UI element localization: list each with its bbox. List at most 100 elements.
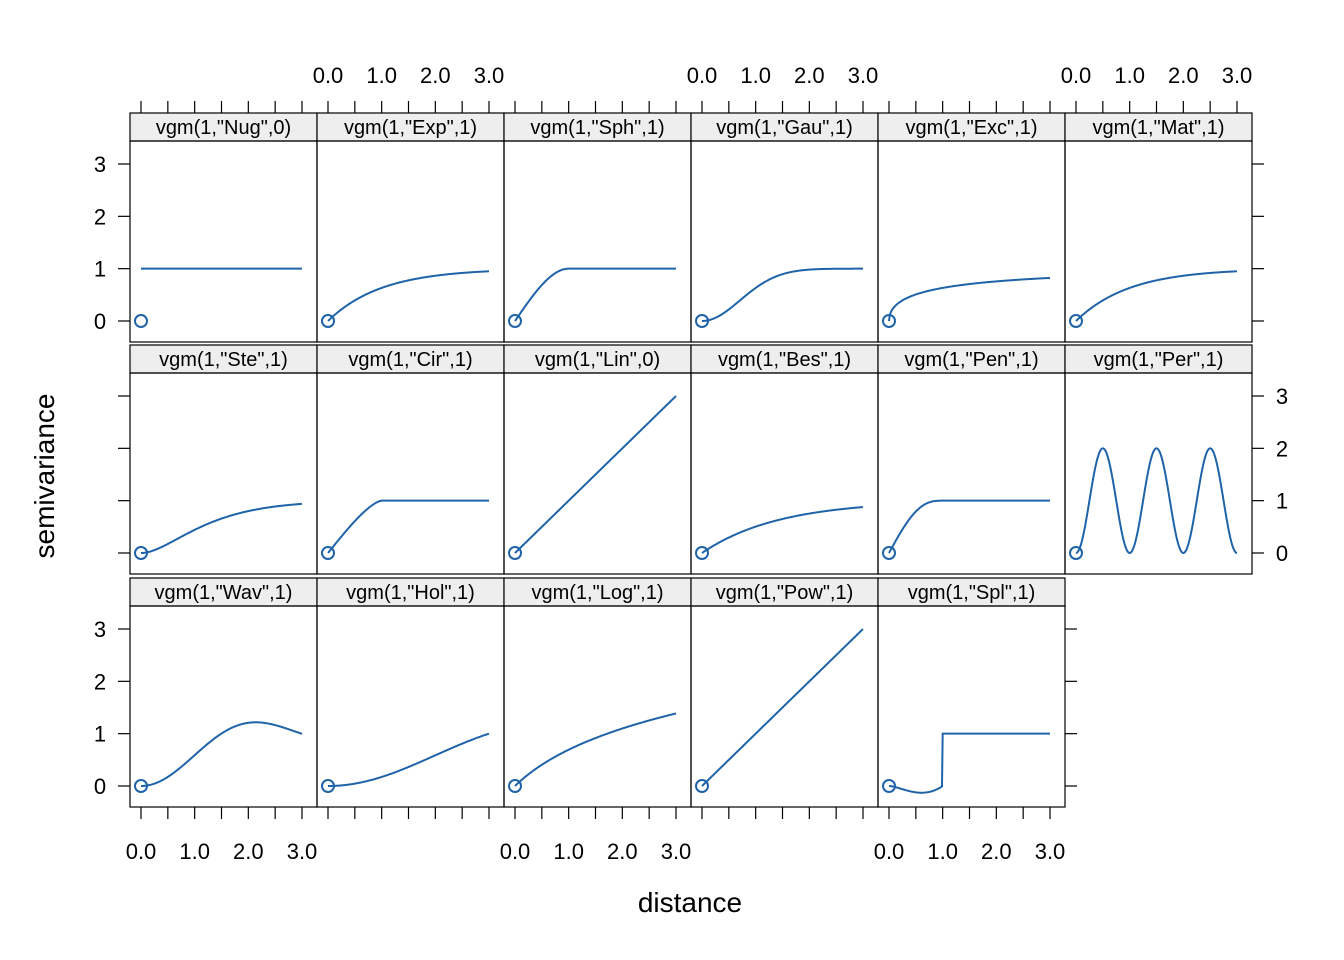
x-axis-bottom: [701, 807, 864, 819]
x-axis-top: [140, 101, 303, 113]
panel-exc: vgm(1,"Exc",1): [877, 112, 1066, 343]
panel-frame: [1064, 372, 1253, 575]
origin-point: [695, 779, 709, 793]
y-tick-label: 2: [94, 204, 106, 229]
semivariance-curve: [888, 499, 1050, 554]
strip-background: [690, 577, 879, 607]
origin-point: [695, 314, 709, 328]
x-tick-label: 3.0: [661, 839, 692, 864]
y-tick-label: 0: [94, 774, 106, 799]
panel-frame: [877, 605, 1066, 808]
panel-cir: vgm(1,"Cir",1): [316, 344, 505, 575]
x-tick-label: 1.0: [740, 63, 771, 88]
panel-per: vgm(1,"Per",1): [1064, 344, 1253, 575]
origin-point: [882, 779, 896, 793]
x-tick-label: 3.0: [474, 63, 505, 88]
strip-label: vgm(1,"Hol",1): [346, 582, 475, 604]
strip-background: [503, 577, 692, 607]
x-tick-label: 2.0: [1168, 63, 1199, 88]
strip-background: [877, 577, 1066, 607]
semivariance-curve: [888, 276, 1051, 322]
y-tick-label: 0: [1276, 541, 1288, 566]
panel-frame: [690, 140, 879, 343]
strip-background: [877, 344, 1066, 374]
panel-frame: [503, 605, 692, 808]
strip-background: [1064, 344, 1253, 374]
panel-frame: [129, 372, 318, 575]
panel-sph: vgm(1,"Sph",1): [503, 112, 692, 343]
x-axis-bottom: 0.0 1.0 2.0 3.0: [874, 807, 1065, 864]
semivariance-curve: [701, 628, 864, 787]
y-tick-label: 2: [94, 669, 106, 694]
panel-frame: [129, 140, 318, 343]
origin-point: [508, 546, 522, 560]
strip-label: vgm(1,"Wav",1): [155, 582, 293, 604]
x-tick-label: 1.0: [1114, 63, 1145, 88]
semivariance-curve: [701, 506, 864, 554]
semivariance-curve: [327, 270, 490, 322]
y-tick-label: 1: [1276, 489, 1288, 514]
origin-point: [134, 779, 148, 793]
strip-background: [1064, 112, 1253, 142]
panel-spl: vgm(1,"Spl",1): [877, 577, 1066, 808]
semivariance-curve: [1075, 270, 1238, 322]
origin-point: [134, 546, 148, 560]
x-tick-label: 0.0: [500, 839, 531, 864]
semivariance-curve: [1075, 447, 1238, 555]
y-axis-title: semivariance: [29, 394, 60, 559]
panel-frame: [129, 605, 318, 808]
y-axis-left: 0 1 2 3: [94, 152, 130, 334]
strip-label: vgm(1,"Sph",1): [530, 117, 664, 139]
strip-label: vgm(1,"Spl",1): [908, 582, 1036, 604]
semivariance-curve: [514, 712, 677, 787]
strip-background: [129, 112, 318, 142]
strip-label: vgm(1,"Exc",1): [905, 117, 1037, 139]
strip-background: [877, 112, 1066, 142]
x-axis-bottom: [327, 807, 490, 819]
strip-label: vgm(1,"Ste",1): [159, 349, 288, 371]
strip-label: vgm(1,"Pow",1): [716, 582, 854, 604]
x-tick-label: 1.0: [553, 839, 584, 864]
panel-pow: vgm(1,"Pow",1): [690, 577, 879, 808]
panel-frame: [316, 605, 505, 808]
x-tick-label: 1.0: [179, 839, 210, 864]
panel-hol: vgm(1,"Hol",1): [316, 577, 505, 808]
semivariance-curve: [328, 732, 490, 787]
panel-frame: [503, 140, 692, 343]
origin-point: [321, 314, 335, 328]
x-tick-label: 0.0: [874, 839, 905, 864]
origin-point: [1069, 546, 1083, 560]
panel-wav: vgm(1,"Wav",1): [129, 577, 318, 808]
panel-frame: [690, 372, 879, 575]
x-tick-label: 0.0: [1061, 63, 1092, 88]
semivariance-curve: [888, 732, 1050, 794]
panel-pen: vgm(1,"Pen",1): [877, 344, 1066, 575]
x-axis-top: 0.0 1.0 2.0 3.0: [687, 63, 879, 113]
origin-point: [882, 546, 896, 560]
x-tick-label: 0.0: [687, 63, 718, 88]
y-axis-left: [118, 395, 130, 554]
origin-point: [508, 314, 522, 328]
strip-label: vgm(1,"Nug",0): [156, 117, 291, 139]
panel-frame: [877, 372, 1066, 575]
strip-label: vgm(1,"Exp",1): [344, 117, 477, 139]
semivariance-curve: [140, 502, 303, 554]
panel-mat: vgm(1,"Mat",1): [1064, 112, 1253, 343]
x-axis-top: [514, 101, 677, 113]
panel-frame: [1064, 140, 1253, 343]
x-tick-label: 3.0: [848, 63, 879, 88]
origin-point: [1069, 314, 1083, 328]
strip-label: vgm(1,"Per",1): [1094, 349, 1224, 371]
y-tick-label: 3: [94, 152, 106, 177]
x-axis-title: distance: [638, 887, 742, 918]
y-tick-label: 3: [1276, 384, 1288, 409]
x-tick-label: 3.0: [1222, 63, 1253, 88]
panel-ste: vgm(1,"Ste",1): [129, 344, 318, 575]
origin-point: [695, 546, 709, 560]
semivariance-curve: [514, 267, 676, 322]
x-tick-label: 1.0: [366, 63, 397, 88]
y-axis-right: 0 1 2 3: [1252, 384, 1288, 566]
strip-label: vgm(1,"Mat",1): [1092, 117, 1224, 139]
origin-point: [321, 546, 335, 560]
x-axis-top: 0.0 1.0 2.0 3.0: [313, 63, 505, 113]
